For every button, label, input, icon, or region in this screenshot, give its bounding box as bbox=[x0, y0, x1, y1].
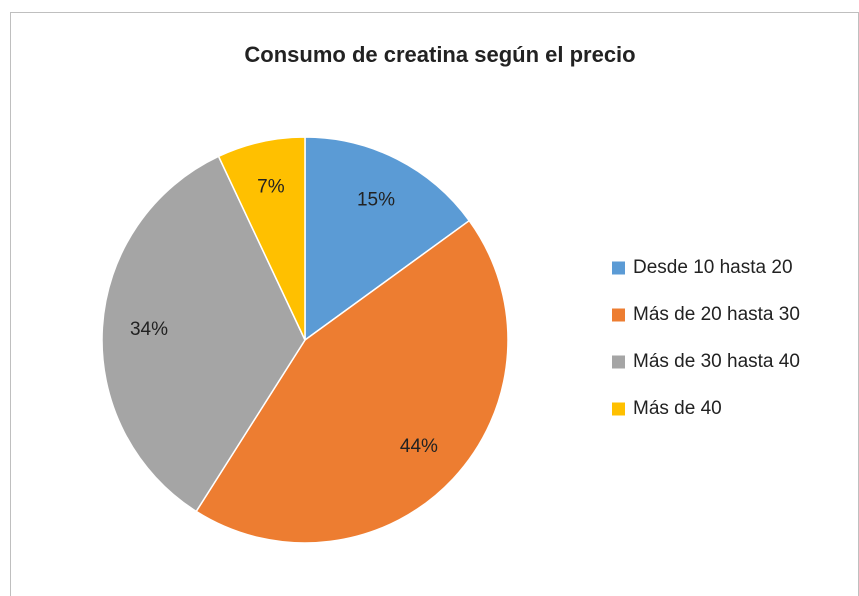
chart-title: Consumo de creatina según el precio bbox=[244, 42, 635, 67]
data-label: 44% bbox=[400, 436, 438, 457]
legend-swatch bbox=[612, 355, 625, 369]
legend-swatch bbox=[612, 402, 625, 416]
legend-label: Más de 20 hasta 30 bbox=[633, 304, 800, 325]
pie-slice bbox=[101, 155, 306, 513]
pie-slice bbox=[217, 136, 306, 341]
legend-label: Más de 30 hasta 40 bbox=[633, 351, 800, 372]
legend-swatch bbox=[612, 261, 625, 275]
pie-slice bbox=[195, 219, 509, 544]
data-label: 34% bbox=[130, 319, 168, 340]
legend-label: Desde 10 hasta 20 bbox=[633, 257, 793, 278]
data-label: 15% bbox=[357, 190, 395, 211]
legend-label: Más de 40 bbox=[633, 398, 722, 419]
pie-slice bbox=[304, 136, 471, 342]
legend-swatch bbox=[612, 308, 625, 322]
data-label: 7% bbox=[257, 176, 285, 197]
